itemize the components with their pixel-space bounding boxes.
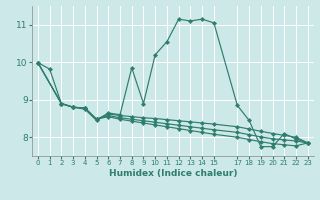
X-axis label: Humidex (Indice chaleur): Humidex (Indice chaleur) bbox=[108, 169, 237, 178]
